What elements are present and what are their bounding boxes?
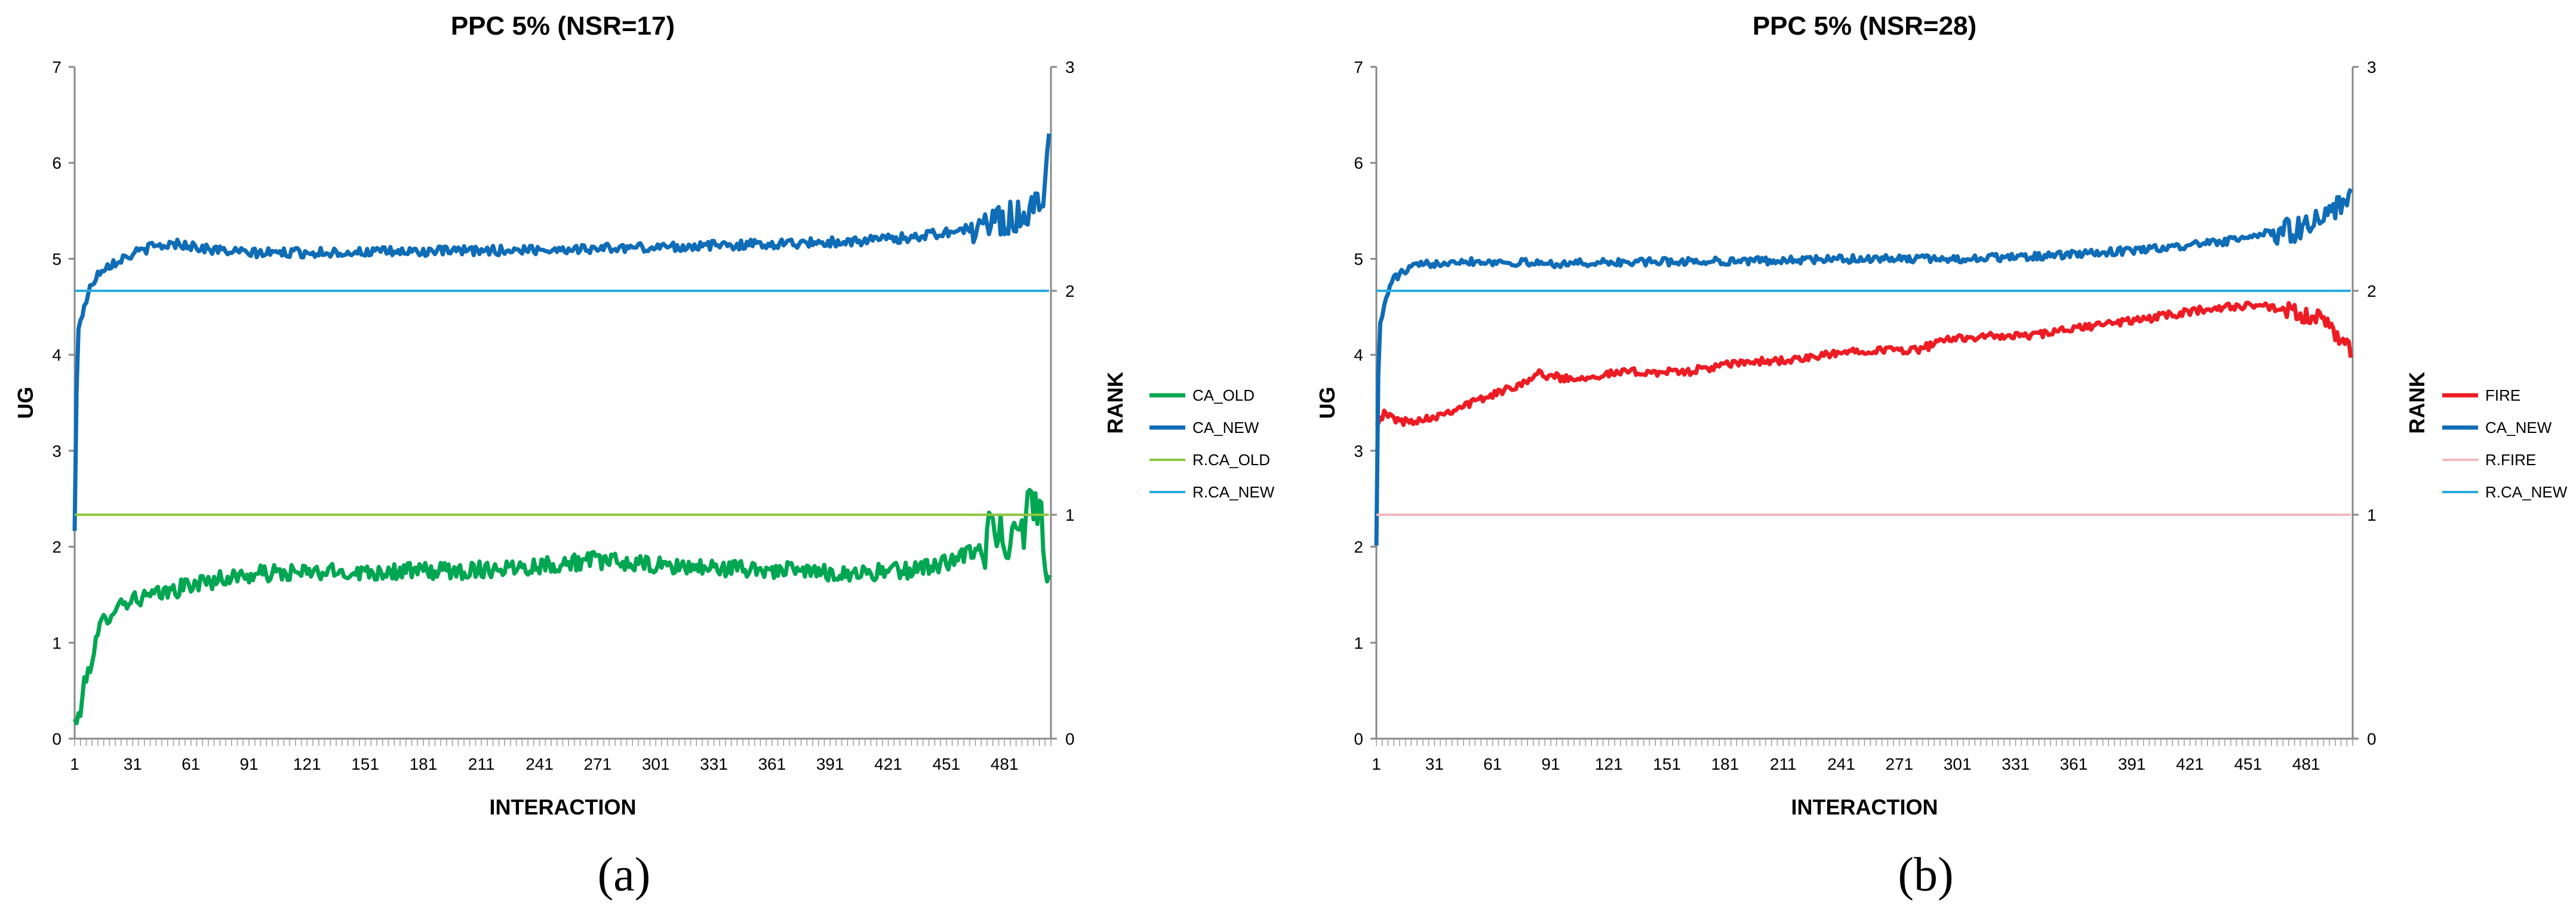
y-tick-label: 5 [52, 250, 62, 268]
legend-label: FIRE [2485, 386, 2520, 404]
x-tick-label: 361 [758, 755, 786, 773]
x-tick-label: 331 [2002, 755, 2030, 773]
y2-tick-label: 3 [1065, 58, 1075, 76]
x-tick-label: 61 [182, 755, 200, 773]
y2-tick-label: 1 [1065, 506, 1075, 524]
x-tick-label: 1 [1372, 755, 1381, 773]
legend-label: R.FIRE [2485, 451, 2536, 469]
y-tick-label: 0 [52, 730, 62, 748]
y2-axis-label: RANK [2405, 372, 2429, 434]
y-tick-label: 1 [1354, 634, 1363, 652]
x-tick-label: 121 [293, 755, 321, 773]
legend-label: R.CA_OLD [1192, 451, 1270, 469]
y2-tick-label: 3 [2367, 58, 2377, 76]
x-tick-label: 31 [1425, 755, 1444, 773]
x-tick-label: 451 [2234, 755, 2262, 773]
x-tick-label: 421 [874, 755, 902, 773]
x-axis-label: INTERACTION [1791, 795, 1938, 819]
x-tick-label: 211 [468, 755, 495, 773]
chart-title: PPC 5% (NSR=17) [451, 11, 675, 41]
y2-tick-label: 0 [2367, 730, 2377, 748]
y-tick-label: 0 [1354, 730, 1363, 748]
y2-tick-label: 2 [2367, 282, 2377, 300]
panel-label-b: (b) [1898, 849, 1954, 901]
legend-label: CA_NEW [2485, 419, 2552, 437]
x-tick-label: 31 [124, 755, 142, 773]
y-tick-label: 3 [1354, 442, 1363, 460]
x-axis-label: INTERACTION [490, 795, 637, 819]
x-tick-label: 481 [2292, 755, 2320, 773]
x-tick-label: 421 [2176, 755, 2204, 773]
y-tick-label: 6 [52, 154, 62, 173]
x-tick-label: 61 [1483, 755, 1502, 773]
y-axis-label: UG [13, 387, 38, 419]
x-tick-label: 1 [70, 755, 79, 773]
x-tick-label: 241 [1827, 755, 1855, 773]
x-tick-label: 151 [351, 755, 379, 773]
y-tick-label: 2 [1354, 538, 1363, 557]
y-tick-label: 6 [1354, 154, 1363, 173]
x-tick-label: 121 [1595, 755, 1623, 773]
series-line-ca-old [72, 487, 1052, 726]
y-tick-label: 4 [52, 346, 62, 364]
x-tick-label: 211 [1770, 755, 1797, 773]
x-tick-label: 181 [1711, 755, 1739, 773]
series-line-ca-new [1374, 188, 2353, 546]
series-line-ca-new [72, 133, 1052, 531]
x-tick-label: 361 [2059, 755, 2088, 773]
y-tick-label: 3 [52, 442, 62, 460]
y-axis-label: UG [1315, 387, 1339, 419]
x-tick-label: 91 [239, 755, 258, 773]
x-tick-label: 181 [410, 755, 438, 773]
y-tick-label: 1 [52, 634, 62, 652]
x-tick-label: 331 [700, 755, 728, 773]
legend-label: R.CA_NEW [1192, 483, 1275, 501]
legend-label: CA_OLD [1192, 386, 1255, 404]
y-tick-label: 4 [1354, 346, 1363, 364]
x-tick-label: 451 [932, 755, 960, 773]
y-tick-label: 5 [1354, 250, 1363, 268]
x-tick-label: 391 [816, 755, 844, 773]
series-line-fire [1375, 300, 2353, 428]
x-tick-label: 271 [584, 755, 612, 773]
y-tick-label: 7 [1354, 58, 1363, 76]
chart-title: PPC 5% (NSR=28) [1753, 11, 1976, 41]
x-tick-label: 301 [642, 755, 670, 773]
x-tick-label: 391 [2118, 755, 2146, 773]
y2-tick-label: 2 [1065, 282, 1075, 300]
x-tick-label: 481 [991, 755, 1019, 773]
y-tick-label: 2 [52, 538, 62, 557]
x-tick-label: 301 [1944, 755, 1972, 773]
y-tick-label: 7 [52, 58, 62, 76]
panel-label-a: (a) [597, 849, 651, 901]
legend-label: CA_NEW [1192, 419, 1259, 437]
y2-tick-label: 0 [1065, 730, 1075, 748]
x-tick-label: 271 [1886, 755, 1914, 773]
legend-label: R.CA_NEW [2485, 483, 2568, 501]
y2-tick-label: 1 [2367, 506, 2377, 524]
x-tick-label: 151 [1653, 755, 1681, 773]
x-tick-label: 91 [1541, 755, 1560, 773]
y2-axis-label: RANK [1103, 372, 1127, 434]
x-tick-label: 241 [525, 755, 554, 773]
